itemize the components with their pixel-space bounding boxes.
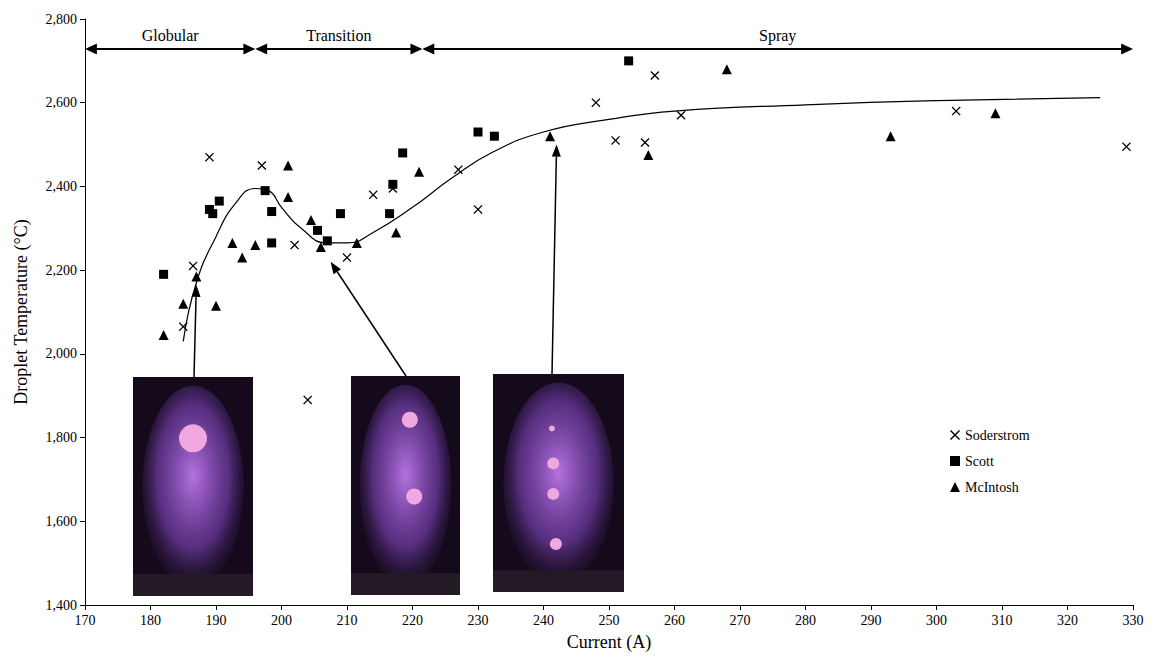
svg-text:280: 280 xyxy=(795,613,816,628)
svg-text:1,600: 1,600 xyxy=(46,514,78,529)
svg-text:2,800: 2,800 xyxy=(46,12,78,27)
svg-text:200: 200 xyxy=(271,613,292,628)
svg-text:230: 230 xyxy=(468,613,489,628)
svg-text:1,400: 1,400 xyxy=(46,598,78,613)
svg-text:Droplet Temperature (°C): Droplet Temperature (°C) xyxy=(11,219,32,405)
svg-text:190: 190 xyxy=(206,613,227,628)
svg-text:2,400: 2,400 xyxy=(46,179,78,194)
svg-text:300: 300 xyxy=(926,613,947,628)
svg-text:270: 270 xyxy=(730,613,751,628)
svg-text:McIntosh: McIntosh xyxy=(965,480,1019,495)
svg-text:170: 170 xyxy=(75,613,96,628)
svg-text:Scott: Scott xyxy=(965,454,994,469)
svg-text:Soderstrom: Soderstrom xyxy=(965,428,1030,443)
svg-text:220: 220 xyxy=(402,613,423,628)
svg-text:310: 310 xyxy=(992,613,1013,628)
svg-text:1,800: 1,800 xyxy=(46,430,78,445)
svg-text:210: 210 xyxy=(337,613,358,628)
svg-text:330: 330 xyxy=(1123,613,1144,628)
svg-text:Spray: Spray xyxy=(759,27,796,45)
svg-text:2,200: 2,200 xyxy=(46,263,78,278)
svg-text:2,000: 2,000 xyxy=(46,346,78,361)
svg-text:Globular: Globular xyxy=(142,27,200,44)
svg-text:2,600: 2,600 xyxy=(46,95,78,110)
svg-text:260: 260 xyxy=(664,613,685,628)
svg-text:250: 250 xyxy=(599,613,620,628)
svg-text:290: 290 xyxy=(861,613,882,628)
svg-text:240: 240 xyxy=(533,613,554,628)
svg-text:Current (A): Current (A) xyxy=(567,632,651,653)
svg-text:Transition: Transition xyxy=(306,27,371,44)
svg-text:320: 320 xyxy=(1057,613,1078,628)
svg-text:180: 180 xyxy=(140,613,161,628)
